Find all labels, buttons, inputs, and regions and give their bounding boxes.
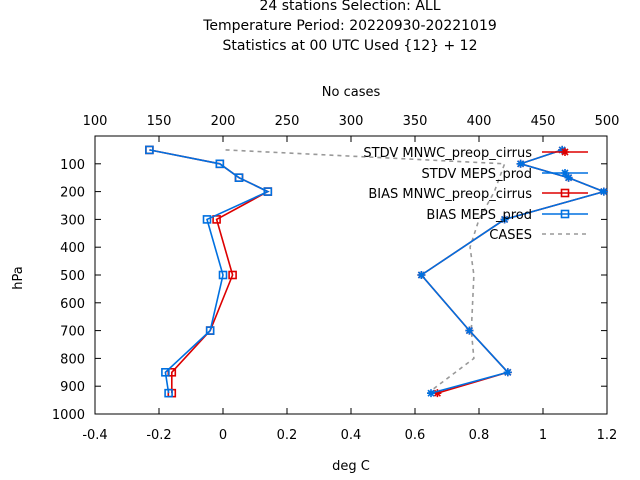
star-marker [561,148,569,156]
series-layer [145,145,608,398]
x-axis-label: deg C [332,459,370,474]
series-stdv-meps-prod [417,145,608,398]
star-marker [433,389,442,398]
y-tick-label: 100 [60,158,85,173]
star-marker [564,173,573,182]
square-marker [161,367,170,377]
series-line [225,149,506,394]
square-marker [215,159,225,169]
top-axis: 100 150 200 250 300 350 400 450 500 [83,114,620,129]
x-tick-label: 0.8 [469,428,490,443]
title-line-1: 24 stations Selection: ALL [259,0,441,14]
star-marker [516,159,525,168]
star-marker [427,389,435,398]
x-tick-label: 0 [219,428,227,443]
star-marker [465,326,474,335]
square-marker [263,187,273,196]
series-stdv-mnwc-preop-cirrus [417,145,608,398]
square-marker [234,173,244,182]
x-tick-label: 1 [539,428,547,443]
bottom-axis: -0.4 -0.2 0 0.2 0.4 0.6 0.8 1 1.2 [82,136,617,443]
x2-tick-label: 200 [211,114,236,129]
square-marker [202,215,212,224]
star-marker [561,169,569,177]
square-marker [560,209,570,219]
title-line-3: Statistics at 00 UTC Used {12} + 12 [222,38,478,54]
legend-label: BIAS MEPS_prod [426,208,532,223]
legend-label: CASES [489,228,532,243]
legend: STDV MNWC_preop_cirrus STDV MEPS_prod BIAS… [363,146,588,243]
y-tick-label: 300 [60,213,85,228]
x2-tick-label: 350 [403,114,428,129]
x2-tick-label: 300 [339,114,364,129]
y-tick-label: 200 [60,186,85,201]
x-tick-label: 1.2 [597,428,618,443]
series-cases [225,149,506,394]
x2-tick-label: 150 [147,114,172,129]
y-tick-label: 700 [60,325,85,340]
star-marker [417,271,426,279]
x-tick-label: 0.4 [341,428,362,443]
y-tick-label: 500 [60,269,85,284]
legend-label: STDV MNWC_preop_cirrus [363,146,532,161]
left-axis: 100 200 300 400 500 600 700 800 900 1000 [52,158,607,423]
x2-tick-label: 450 [531,114,556,129]
square-marker [212,215,221,224]
square-marker [218,270,228,280]
series-line [149,149,270,394]
star-marker [500,215,509,224]
series-line [149,149,270,394]
square-marker [164,388,173,398]
legend-label: BIAS MNWC_preop_cirrus [368,187,532,202]
legend-label: STDV MEPS_prod [421,167,532,182]
x2-tick-label: 500 [595,114,620,129]
y-tick-label: 800 [60,352,85,367]
x-tick-label: 0.2 [277,428,298,443]
x-tick-label: 0.6 [405,428,426,443]
square-marker [145,145,154,155]
x-tick-label: -0.4 [82,428,107,443]
square-marker [205,326,215,335]
star-marker [503,368,512,377]
y-axis-label: hPa [11,266,26,289]
y-tick-label: 600 [60,297,85,312]
series-bias-meps-prod [145,145,273,398]
y-tick-label: 400 [60,241,85,256]
square-marker [228,270,237,280]
y-tick-label: 1000 [52,408,85,423]
title-line-2: Temperature Period: 20220930-20221019 [203,18,497,34]
x2-tick-label: 100 [83,114,108,129]
x2-tick-label: 250 [275,114,300,129]
square-marker [560,188,570,198]
top-axis-label: No cases [322,85,381,100]
x-tick-label: -0.2 [146,428,171,443]
y-tick-label: 900 [60,380,85,395]
x2-tick-label: 400 [467,114,492,129]
star-marker [599,187,608,196]
